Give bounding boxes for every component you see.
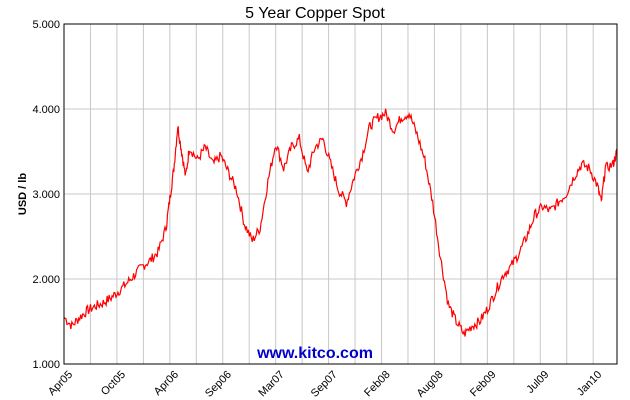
y-tick-label: 3.000 [32, 189, 60, 201]
x-tick-label: Apr05 [46, 369, 75, 398]
x-tick-label: Sep06 [203, 369, 234, 400]
x-tick-label: Apr06 [152, 369, 181, 398]
y-tick-label: 1.000 [32, 359, 60, 371]
x-tick-label: Feb08 [362, 369, 393, 400]
x-tick-label: Mar07 [256, 369, 287, 400]
watermark: www.kitco.com [256, 345, 373, 362]
x-tick-label: Jan10 [575, 369, 605, 399]
y-tick-label: 5.000 [32, 19, 60, 31]
x-tick-label: Oct05 [99, 369, 128, 398]
y-tick-label: 4.000 [32, 104, 60, 116]
x-tick-label: Jul09 [524, 369, 551, 396]
x-tick-label: Feb09 [468, 369, 499, 400]
y-axis-ticks: 1.000 2.000 3.000 4.000 5.000 [32, 19, 60, 371]
y-axis-label: USD / lb [17, 173, 29, 215]
y-tick-label: 2.000 [32, 274, 60, 286]
series-line [63, 108, 618, 337]
plot-border [63, 23, 618, 365]
grid-lines [63, 23, 617, 365]
chart-title: 5 Year Copper Spot [245, 5, 385, 22]
x-tick-label: Aug08 [415, 369, 446, 400]
x-axis-ticks: Apr05 Oct05 Apr06 Sep06 Mar07 Sep07 Feb08 Aug08… [46, 369, 604, 400]
x-tick-label: Sep07 [309, 369, 340, 400]
